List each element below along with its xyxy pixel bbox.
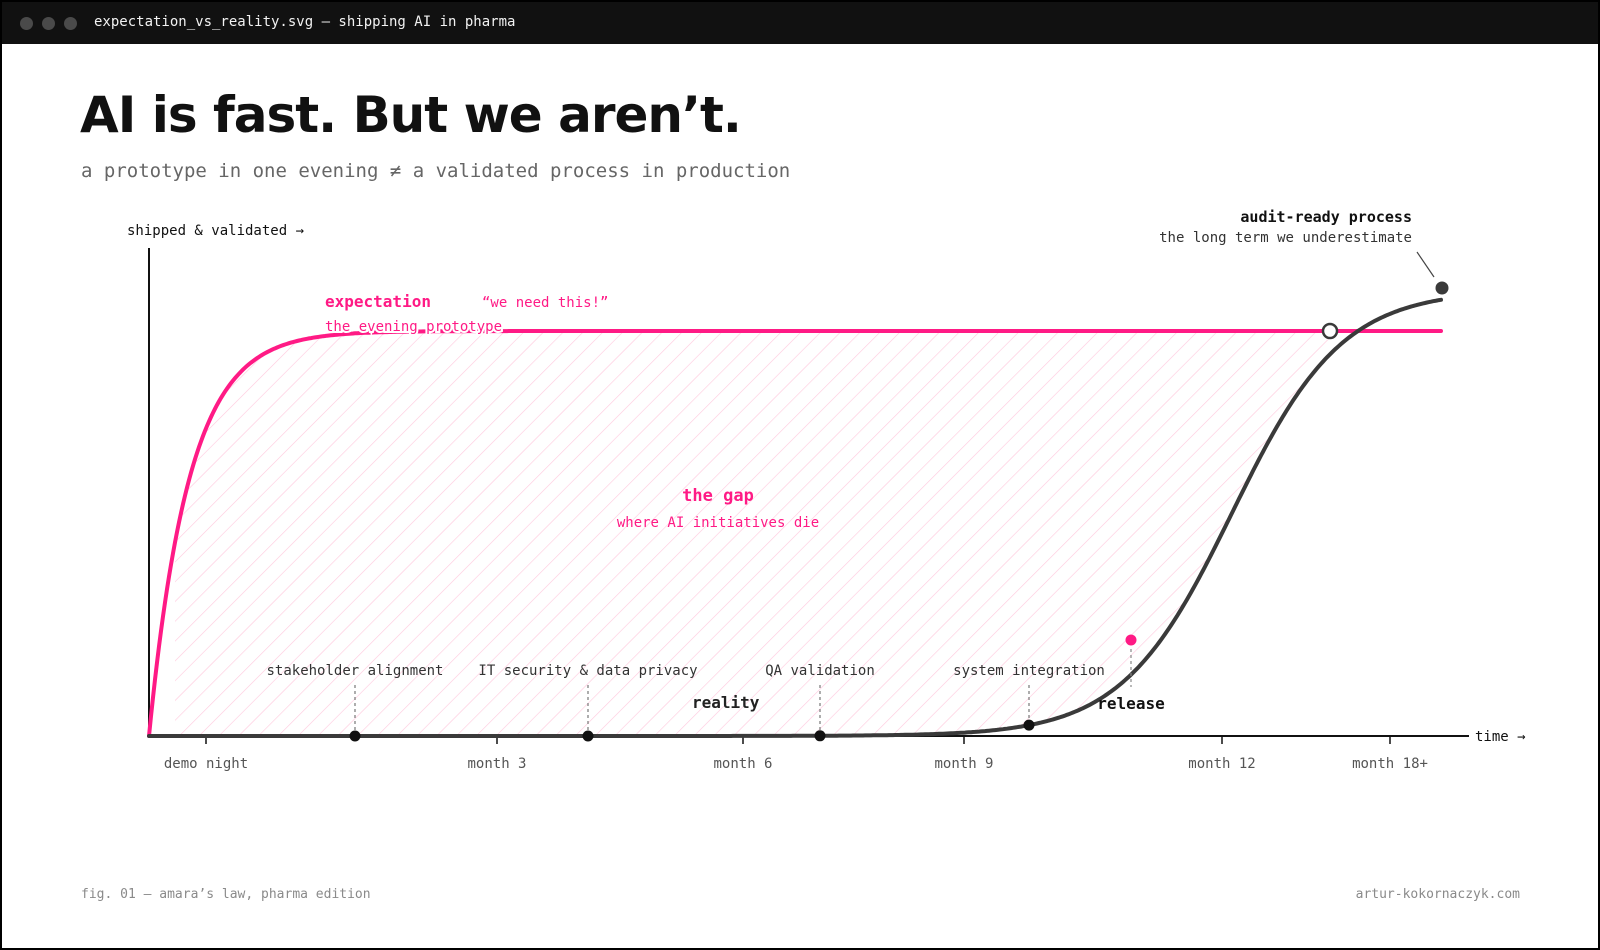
milestone-marker xyxy=(1023,719,1035,731)
milestone-marker xyxy=(814,730,826,742)
maximize-dot-icon[interactable] xyxy=(64,17,77,30)
expectation-description: the evening prototype xyxy=(325,319,502,335)
expectation-label: expectation xyxy=(325,292,431,311)
y-axis-label: shipped & validated → xyxy=(127,223,304,239)
x-tick-label: month 9 xyxy=(934,756,993,772)
page-subtitle: a prototype in one evening ≠ a validated… xyxy=(81,160,791,182)
gap-title: the gap xyxy=(682,486,754,506)
milestone-label: QA validation xyxy=(765,663,875,679)
milestone-marker xyxy=(349,730,361,742)
milestone-marker xyxy=(582,730,594,742)
expectation-quote: “we need this!” xyxy=(482,295,608,311)
page-title: AI is fast. But we aren’t. xyxy=(80,86,742,144)
expectation-line xyxy=(147,329,1443,738)
gap-area xyxy=(175,331,1330,736)
window-title: expectation_vs_reality.svg — shipping AI… xyxy=(94,14,516,30)
milestones: stakeholder alignment IT security & data … xyxy=(266,663,1105,742)
endpoint-title: audit-ready process xyxy=(1240,208,1412,226)
close-dot-icon[interactable] xyxy=(20,17,33,30)
milestone-label: IT security & data privacy xyxy=(478,663,697,679)
reality-line xyxy=(147,297,1443,738)
title-bar: expectation_vs_reality.svg — shipping AI… xyxy=(2,2,1598,44)
endpoint-marker xyxy=(1435,281,1449,295)
endpoint-subtitle: the long term we underestimate xyxy=(1159,230,1412,246)
reality-label: reality xyxy=(692,693,760,712)
release-label: release xyxy=(1097,694,1164,713)
site-credit[interactable]: artur-kokornaczyk.com xyxy=(1355,887,1520,902)
minimize-dot-icon[interactable] xyxy=(42,17,55,30)
crossover-marker xyxy=(1321,322,1339,340)
x-tick-label: month 6 xyxy=(713,756,772,772)
x-ticks: demo night month 3 month 6 month 9 month 12 m… xyxy=(164,736,1428,772)
gap-subtitle: where AI initiatives die xyxy=(617,515,819,531)
x-tick-label: month 18+ xyxy=(1352,756,1428,772)
release-marker xyxy=(1125,634,1137,646)
x-tick-label: month 12 xyxy=(1188,756,1255,772)
milestone-label: stakeholder alignment xyxy=(266,663,443,679)
milestone-label: system integration xyxy=(953,663,1105,679)
x-tick-label: demo night xyxy=(164,756,248,772)
figure-caption: fig. 01 — amara’s law, pharma edition xyxy=(81,887,371,902)
x-axis-label: time → xyxy=(1475,729,1526,745)
x-tick-label: month 3 xyxy=(467,756,526,772)
endpoint-leader xyxy=(1416,251,1435,278)
